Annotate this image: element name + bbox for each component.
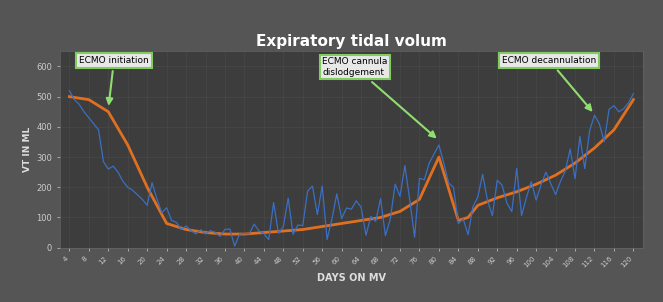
Y-axis label: VT IN ML: VT IN ML <box>23 127 32 172</box>
VT <box>197 228 205 232</box>
VT <box>595 122 603 126</box>
VT <box>182 224 190 228</box>
Title: Expiratory tidal volum: Expiratory tidal volum <box>256 34 447 49</box>
VT <box>629 92 637 95</box>
X-axis label: DAYS ON MV: DAYS ON MV <box>317 273 386 283</box>
VT <box>323 238 331 241</box>
VT <box>216 235 224 238</box>
Text: ECMO initiation: ECMO initiation <box>79 56 149 104</box>
VT <box>66 89 74 92</box>
Text: ECMO decannulation: ECMO decannulation <box>502 56 596 110</box>
Text: ECMO cannula
dislodgement: ECMO cannula dislodgement <box>322 57 435 137</box>
VT <box>231 244 239 248</box>
VT <box>172 220 180 224</box>
Line: VT: VT <box>70 91 633 246</box>
